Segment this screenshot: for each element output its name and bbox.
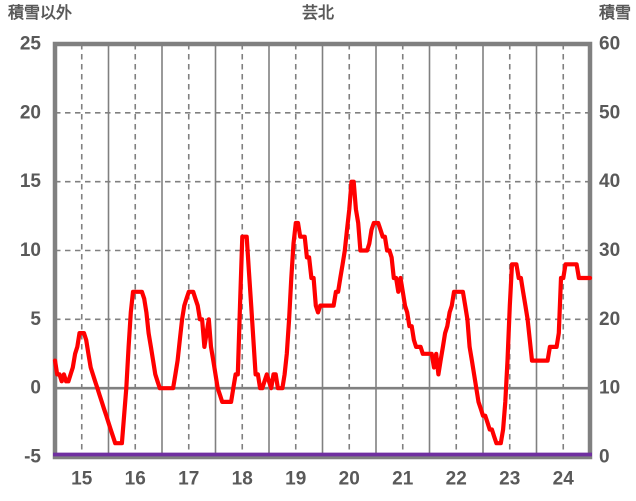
y-left-tick-label: 0 <box>30 378 41 399</box>
right-axis-title: 積雪 <box>598 5 631 22</box>
x-tick-label: 24 <box>553 469 575 490</box>
y-left-tick-label: 10 <box>20 240 41 261</box>
chart-title: 芸北 <box>301 5 334 22</box>
y-right-tick-label: 30 <box>599 240 620 261</box>
y-left-tick-label: -5 <box>24 447 41 468</box>
y-right-tick-label: 60 <box>599 34 620 55</box>
x-tick-label: 18 <box>232 469 253 490</box>
x-tick-label: 15 <box>71 469 93 490</box>
x-tick-label: 22 <box>446 469 467 490</box>
y-right-tick-label: 10 <box>599 378 620 399</box>
y-right-tick-label: 50 <box>599 102 620 123</box>
x-tick-label: 17 <box>178 469 199 490</box>
x-tick-label: 16 <box>125 469 146 490</box>
left-axis-title: 積雪以外 <box>8 5 73 22</box>
x-tick-label: 21 <box>392 469 414 490</box>
y-left-tick-label: 5 <box>30 309 41 330</box>
plot-frame <box>52 41 593 460</box>
y-left-tick-label: 15 <box>20 171 42 192</box>
y-left-tick-label: 25 <box>20 34 42 55</box>
x-tick-label: 19 <box>285 469 306 490</box>
x-tick-label: 23 <box>499 469 520 490</box>
y-right-tick-label: 40 <box>599 171 620 192</box>
y-right-tick-label: 0 <box>599 447 610 468</box>
temperature-line <box>52 179 593 446</box>
y-left-tick-label: 20 <box>20 102 41 123</box>
x-tick-label: 20 <box>339 469 360 490</box>
y-right-tick-label: 20 <box>599 309 620 330</box>
